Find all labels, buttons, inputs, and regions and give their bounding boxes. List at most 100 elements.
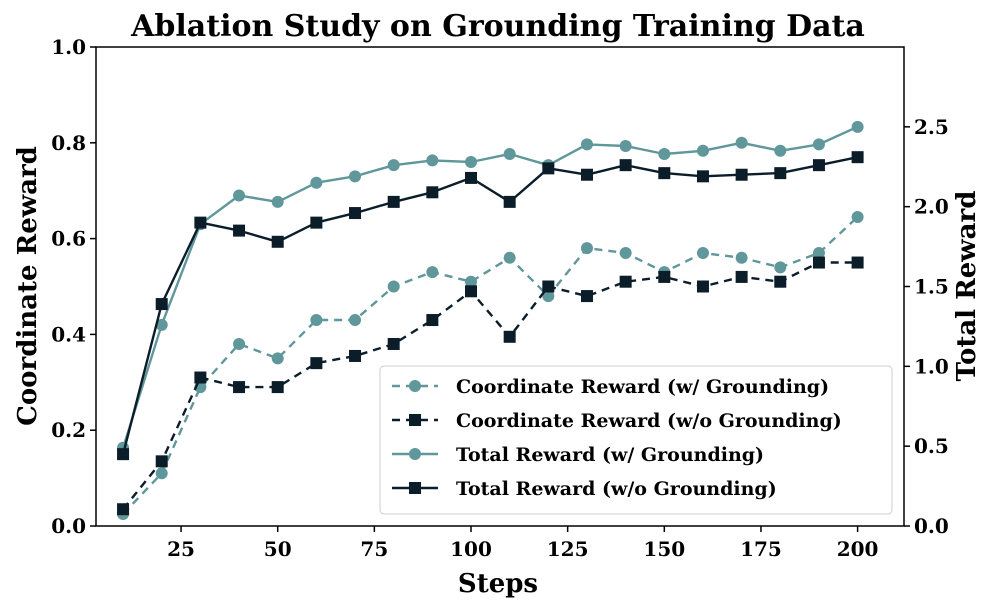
data-point [349, 349, 362, 362]
data-point [619, 139, 632, 152]
legend: Coordinate Reward (w/ Grounding) Coordina… [379, 365, 893, 515]
y-left-axis-label: Coordinate Reward [13, 146, 43, 426]
series-layer [117, 120, 864, 521]
y-right-tick-label: 0.0 [914, 514, 949, 538]
data-point [580, 290, 593, 303]
y-right-tick-label: 2.5 [914, 115, 949, 139]
data-point [696, 280, 709, 293]
legend-label: Total Reward (w/o Grounding) [456, 478, 777, 500]
legend-label: Coordinate Reward (w/ Grounding) [456, 376, 829, 398]
data-point [851, 120, 864, 133]
x-tick-label: 150 [643, 537, 685, 561]
y-left-tick-label: 0.0 [51, 514, 86, 538]
legend-marker [409, 482, 421, 494]
data-point [735, 270, 748, 283]
y-right-tick-label: 2.0 [914, 195, 949, 219]
data-point [696, 170, 709, 183]
data-point [233, 337, 246, 350]
data-point [465, 285, 478, 298]
data-point [542, 280, 555, 293]
data-point [503, 195, 516, 208]
data-point [426, 314, 439, 327]
y-left-tick-label: 1.0 [51, 35, 86, 59]
y-left-tick-label: 0.4 [51, 322, 86, 346]
data-point [696, 246, 709, 259]
chart-title: Ablation Study on Grounding Training Dat… [130, 9, 865, 44]
legend-item: Total Reward (w/o Grounding) [392, 478, 777, 500]
data-point [271, 352, 284, 365]
data-point [503, 251, 516, 264]
data-point [735, 168, 748, 181]
y-right-tick-label: 1.5 [914, 275, 949, 299]
data-point [851, 211, 864, 224]
data-point [580, 138, 593, 151]
y-left-tick-label: 0.6 [51, 227, 86, 251]
x-tick-label: 175 [740, 537, 782, 561]
data-point [233, 381, 246, 394]
data-point [812, 159, 825, 172]
data-point [580, 242, 593, 255]
x-tick-label: 125 [547, 537, 589, 561]
y-right-tick-label: 0.5 [914, 434, 949, 458]
data-point [658, 147, 671, 160]
data-point [387, 280, 400, 293]
series-line [122, 261, 858, 510]
data-point [619, 275, 632, 288]
y-right-axis-ticks: 0.0 0.5 1.0 1.5 2.0 2.5 [904, 115, 949, 538]
data-point [349, 207, 362, 220]
data-point [503, 330, 516, 343]
legend-item: Coordinate Reward (w/ Grounding) [392, 376, 829, 398]
x-tick-label: 200 [837, 537, 879, 561]
data-point [233, 224, 246, 237]
data-point [117, 448, 130, 461]
data-point [426, 266, 439, 279]
data-point [851, 151, 864, 164]
data-point [194, 371, 207, 384]
data-point [387, 337, 400, 350]
data-point [580, 168, 593, 181]
y-left-tick-label: 0.2 [51, 418, 86, 442]
data-point [426, 186, 439, 199]
y-left-axis-ticks: 0.0 0.2 0.4 0.6 0.8 1.0 [51, 35, 96, 538]
legend-marker [409, 414, 421, 426]
legend-item: Total Reward (w/ Grounding) [392, 444, 764, 466]
legend-label: Total Reward (w/ Grounding) [456, 444, 764, 466]
series-2 [117, 256, 864, 516]
data-point [271, 235, 284, 248]
data-point [155, 318, 168, 331]
data-point [349, 170, 362, 183]
x-axis-label: Steps [458, 569, 538, 599]
y-right-tick-label: 1.0 [914, 354, 949, 378]
data-point [465, 275, 478, 288]
legend-marker [409, 448, 421, 460]
data-point [851, 256, 864, 269]
data-point [194, 216, 207, 229]
data-point [271, 381, 284, 394]
data-point [387, 159, 400, 172]
legend-label: Coordinate Reward (w/o Grounding) [456, 410, 842, 432]
data-point [696, 144, 709, 157]
data-point [465, 171, 478, 184]
data-point [349, 314, 362, 327]
data-point [619, 246, 632, 259]
data-point [542, 162, 555, 175]
data-point [774, 261, 787, 274]
x-axis-ticks: 25 50 75 100 125 150 175 200 [167, 526, 878, 561]
data-point [155, 298, 168, 311]
x-tick-label: 75 [360, 537, 388, 561]
data-point [233, 189, 246, 202]
data-point [774, 144, 787, 157]
data-point [310, 314, 323, 327]
data-point [812, 246, 825, 259]
series-line [121, 125, 859, 449]
data-point [271, 195, 284, 208]
series-line [122, 216, 859, 515]
series-4 [117, 151, 864, 461]
y-right-axis-label: Total Reward [952, 191, 982, 382]
series-line [121, 156, 858, 455]
x-tick-label: 100 [450, 537, 492, 561]
data-point [542, 290, 555, 303]
data-point [658, 270, 671, 283]
data-point [735, 136, 748, 149]
data-point [387, 195, 400, 208]
